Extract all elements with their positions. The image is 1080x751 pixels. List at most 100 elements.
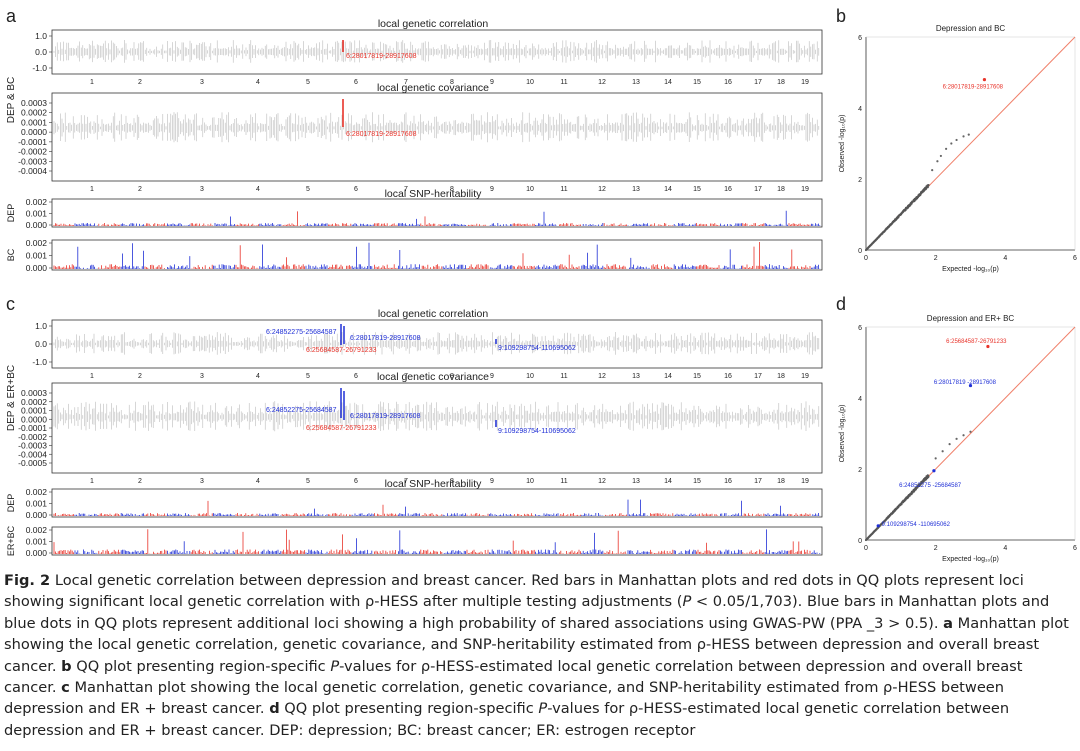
qq-xlabel-b: Expected -log₁₀(p) — [942, 266, 999, 273]
qq-ytick-d: 6 — [858, 325, 862, 332]
cov-chrom-label: 14 — [664, 186, 672, 193]
qq-xtick-b: 4 — [1003, 255, 1007, 262]
qq-xtick-d: 0 — [864, 545, 868, 552]
corr-chrom-label: 15 — [693, 79, 701, 86]
qq-point-tail-d — [948, 443, 951, 446]
cov-tick-label: 0.0000 — [21, 127, 47, 137]
cov-tick-label: -0.0001 — [18, 423, 47, 433]
cov-tick-label: 0.0003 — [21, 98, 47, 108]
qq-ytick-d: 0 — [858, 538, 862, 545]
qq-blue-label-d3: 9:109298754 -110695062 — [882, 522, 951, 528]
corr-trace — [53, 332, 820, 355]
caption-text-b2: -values for ρ-HESS-estimated local genet… — [4, 657, 1023, 697]
cov-chrom-label: 11 — [560, 186, 567, 193]
caption-text-2: < 0.05/1,703). Blue bars in Manhattan pl… — [4, 593, 1050, 632]
cov-trace — [53, 112, 820, 143]
ylabel-top: DEP & BC — [6, 77, 17, 124]
corr-chrom-label: 12 — [598, 373, 606, 380]
corr-chrom-label: 4 — [256, 373, 260, 380]
qq-points-b — [864, 184, 930, 252]
qq-ylabel-b: Observed -log₁₀(p) — [839, 115, 846, 173]
cov-tick-label: -0.0003 — [18, 441, 47, 451]
corr-chrom-label: 12 — [598, 79, 606, 86]
cov-chrom-label: 3 — [200, 186, 204, 193]
figure-caption: Fig. 2 Local genetic correlation between… — [4, 570, 1076, 741]
her-title: local SNP-heritability — [385, 188, 483, 200]
corr-tick-label: -1.0 — [32, 63, 47, 73]
caption-label-d: d — [269, 700, 280, 718]
cov-chrom-label: 9 — [490, 478, 494, 485]
her2-bars-red — [53, 242, 811, 269]
qq-ytick-b: 4 — [858, 106, 862, 113]
qq-points-d — [864, 474, 930, 542]
her2-bars-blue — [74, 242, 821, 269]
qq-blue-dot-d2 — [932, 469, 936, 473]
caption-text-a: Manhattan plot showing the local genetic… — [4, 614, 1069, 675]
corr-trace — [53, 40, 820, 63]
caption-text-d2: -values for ρ-HESS-estimated local genet… — [4, 700, 1010, 739]
caption-p-italic-b: P — [330, 657, 340, 675]
cov-chrom-label: 15 — [693, 478, 701, 485]
ylabel-her2: BC — [6, 248, 16, 261]
blue-locus-label-corr-c2: 6:28017819-28917608 — [350, 335, 421, 342]
her-title: local SNP-heritability — [385, 478, 483, 490]
caption-p-italic: P — [682, 593, 692, 611]
ylabel-top: DEP & ER+BC — [6, 365, 17, 431]
qq-title-d: Depression and ER+ BC — [927, 314, 1015, 323]
her2-bars-red — [53, 529, 811, 554]
corr-chrom-label: 11 — [560, 79, 567, 86]
cov-tick-label: -0.0003 — [18, 156, 47, 166]
corr-title: local genetic correlation — [378, 18, 488, 30]
cov-chrom-label: 8 — [450, 186, 454, 193]
corr-chrom-label: 19 — [801, 79, 809, 86]
cov-chrom-label: 12 — [598, 186, 606, 193]
qq-xtick-d: 4 — [1003, 545, 1007, 552]
qq-point-tail-b — [931, 169, 934, 172]
corr-chrom-label: 3 — [200, 373, 204, 380]
cov-chrom-label: 15 — [693, 186, 701, 193]
caption-text-1: Local genetic correlation between depres… — [4, 572, 1024, 611]
her2-bars-blue — [74, 529, 821, 554]
qq-point-tail-b — [962, 135, 965, 138]
blue-locus-label-cov-c2: 6:28017819-28917608 — [350, 413, 421, 420]
cov-chrom-label: 13 — [632, 186, 640, 193]
corr-chrom-label: 6 — [354, 373, 358, 380]
qq-point-tail-d — [934, 457, 937, 460]
cov-chrom-label: 2 — [138, 478, 142, 485]
cov-chrom-label: 18 — [777, 478, 785, 485]
cov-chrom-label: 17 — [754, 478, 762, 485]
corr-chrom-label: 15 — [693, 373, 701, 380]
red-locus-label-cov-c: 6:25684587-26791233 — [306, 425, 377, 432]
her2-tick-label: 0.001 — [26, 251, 48, 261]
red-locus-label-corr-a: 6:28017819-28917608 — [346, 53, 417, 60]
her1-tick-label: 0.000 — [26, 510, 48, 520]
corr-chrom-label: 5 — [306, 373, 310, 380]
her1-tick-label: 0.001 — [26, 499, 48, 509]
cov-tick-label: 0.0002 — [21, 397, 47, 407]
cov-chrom-label: 19 — [801, 186, 809, 193]
corr-chrom-label: 6 — [354, 79, 358, 86]
cov-tick-label: 0.0001 — [21, 117, 47, 127]
cov-chrom-label: 5 — [306, 186, 310, 193]
her1-tick-label: 0.001 — [26, 209, 48, 219]
qq-red-dot-b — [982, 78, 987, 82]
qq-xtick-d: 6 — [1073, 545, 1077, 552]
qq-blue-dot-d3 — [876, 524, 880, 528]
cov-tick-label: -0.0001 — [18, 137, 47, 147]
cov-tick-label: -0.0004 — [18, 166, 47, 176]
corr-chrom-label: 1 — [90, 79, 94, 86]
blue-locus-label-cov-c1: 6:24852275-25684587 — [266, 407, 337, 414]
cov-tick-label: 0.0000 — [21, 414, 47, 424]
qq-point-tail-b — [936, 160, 939, 163]
corr-chrom-label: 8 — [450, 373, 454, 380]
red-locus-label-cov-a: 6:28017819-28917608 — [346, 131, 417, 138]
cov-chrom-label: 16 — [724, 186, 732, 193]
corr-chrom-label: 9 — [490, 79, 494, 86]
qq-ytick-b: 6 — [858, 35, 862, 42]
qq-red-label-d: 6:25684587-26791233 — [946, 339, 1007, 345]
cov-chrom-label: 8 — [450, 478, 454, 485]
cov-frame — [51, 92, 823, 182]
her2-tick-label: 0.002 — [26, 238, 48, 248]
qq-point-tail-b — [945, 147, 948, 150]
blue-locus-label-corr-c3: 9:109298754-110695062 — [498, 345, 576, 352]
